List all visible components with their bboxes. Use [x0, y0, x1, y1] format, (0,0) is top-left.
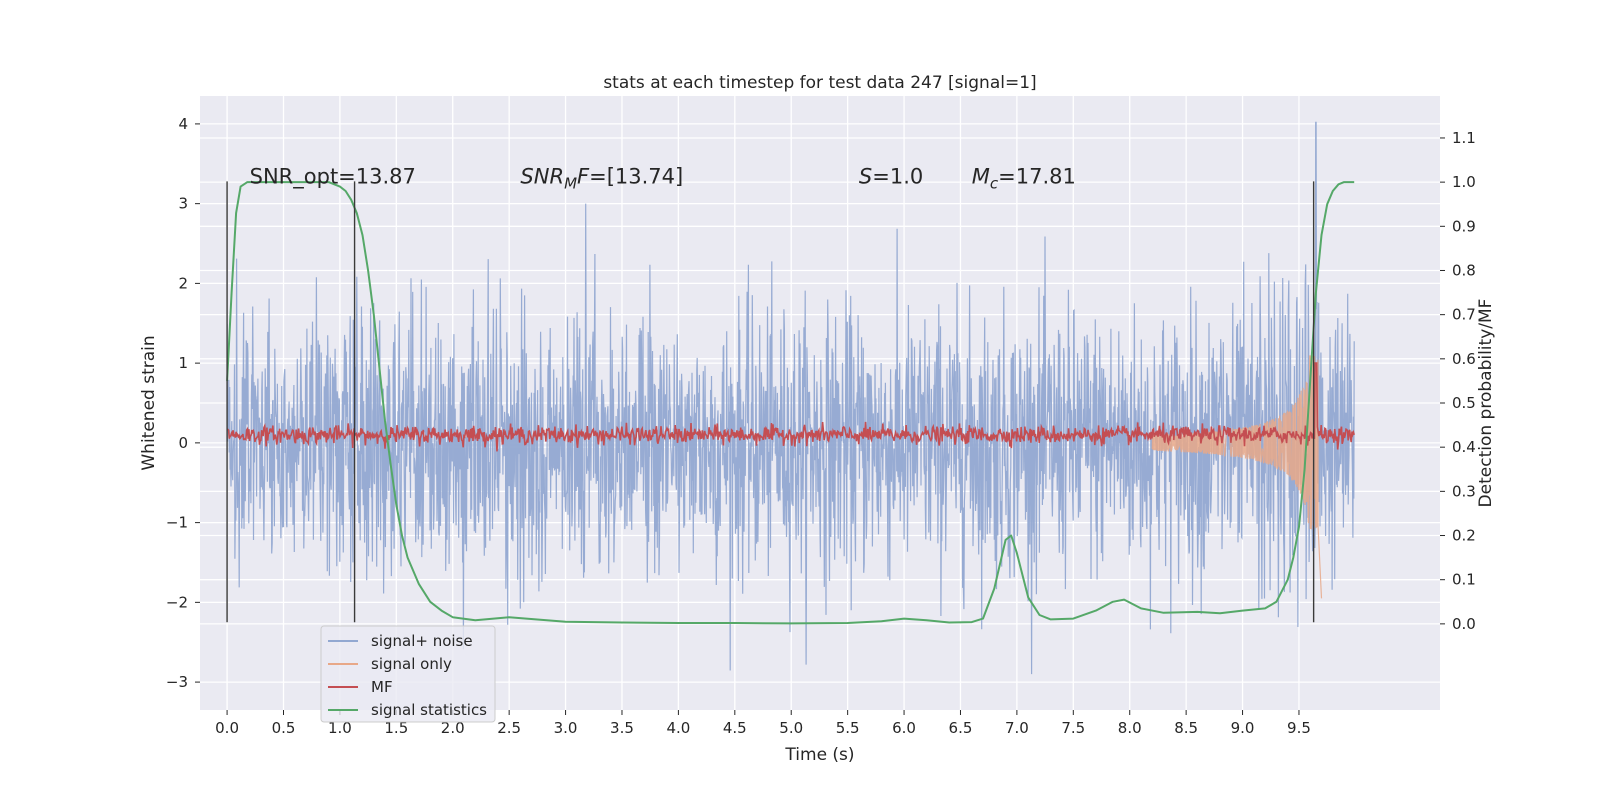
chart-title: stats at each timestep for test data 247…	[603, 73, 1036, 93]
x-tick-label: 9.5	[1287, 719, 1311, 737]
x-tick-label: 3.0	[554, 719, 578, 737]
y-right-tick-label: 1.0	[1452, 173, 1476, 191]
series-signal-only-line	[1151, 355, 1323, 599]
x-tick-label: 7.0	[1005, 719, 1029, 737]
annotation-1: SNR_opt=13.87	[250, 165, 416, 190]
legend-label: signal only	[371, 655, 452, 673]
series-mf-line	[226, 362, 1355, 452]
y-right-tick-label: 0.4	[1452, 438, 1476, 456]
y-right-tick-label: 0.5	[1452, 394, 1476, 412]
vertical-lines	[226, 181, 1315, 623]
x-tick-label: 3.5	[610, 719, 634, 737]
legend: signal+ noise signal only MF signal statist…	[320, 625, 496, 723]
x-tick-label: 0.5	[272, 719, 296, 737]
x-tick-label: 5.5	[836, 719, 860, 737]
y-axis-title-right: Detection probability/MF	[1476, 299, 1496, 508]
x-tick-label: 8.5	[1174, 719, 1198, 737]
y-right-tick-label: 0.8	[1452, 261, 1476, 279]
annotation-4: Mc=17.81	[972, 165, 1076, 193]
annotation-2: SNRMF=[13.74]	[520, 165, 683, 193]
y-right-tick-label: 0.2	[1452, 527, 1476, 545]
x-tick-label: 9.0	[1231, 719, 1255, 737]
y-right-tick-label: 1.1	[1452, 129, 1476, 147]
y-right-tick-label: 0.7	[1452, 306, 1476, 324]
x-tick-label: 2.0	[441, 719, 465, 737]
y-left-tick-label: −2	[166, 593, 188, 611]
x-tick-label: 2.5	[497, 719, 521, 737]
x-tick-label: 1.5	[384, 719, 408, 737]
legend-label: signal statistics	[371, 701, 487, 719]
y-left-tick-label: 4	[178, 115, 188, 133]
x-tick-label: 8.0	[1118, 719, 1142, 737]
y-right-tick-label: 0.6	[1452, 350, 1476, 368]
legend-label: MF	[371, 678, 393, 696]
series-layer	[226, 121, 1355, 675]
annotations: SNR_opt=13.87 SNRMF=[13.74] S=1.0 Mc=17.81	[250, 165, 1076, 193]
annotation-3: S=1.0	[859, 165, 923, 189]
legend-box	[320, 625, 496, 723]
y-right-tick-label: 0.3	[1452, 482, 1476, 500]
x-tick-label: 1.0	[328, 719, 352, 737]
y-left-tick-label: 0	[178, 434, 188, 452]
legend-label: signal+ noise	[371, 632, 473, 650]
x-axis-title: Time (s)	[784, 745, 854, 765]
x-tick-label: 6.5	[949, 719, 973, 737]
x-tick-label: 4.5	[723, 719, 747, 737]
y-left-tick-label: −3	[166, 673, 188, 691]
y-left-tick-label: −1	[166, 514, 188, 532]
x-tick-label: 4.0	[666, 719, 690, 737]
x-tick-label: 5.0	[779, 719, 803, 737]
series-signal-statistics-line	[226, 181, 1355, 625]
y-left-tick-label: 1	[178, 354, 188, 372]
x-tick-label: 7.5	[1061, 719, 1085, 737]
y-left-tick-label: 3	[178, 195, 188, 213]
x-tick-label: 6.0	[892, 719, 916, 737]
ticks: 0.0 0.5 1.0 1.5 2.0 2.5 3.0 3.5 4.0 4.5 5.0 5.5 6.0 6…	[166, 115, 1476, 737]
y-axis-title-left: Whitened strain	[139, 335, 159, 470]
y-left-tick-label: 2	[178, 274, 188, 292]
x-tick-label: 0.0	[215, 719, 239, 737]
y-right-tick-label: 0.9	[1452, 217, 1476, 235]
y-right-tick-label: 0.1	[1452, 571, 1476, 589]
y-right-tick-label: 0.0	[1452, 615, 1476, 633]
